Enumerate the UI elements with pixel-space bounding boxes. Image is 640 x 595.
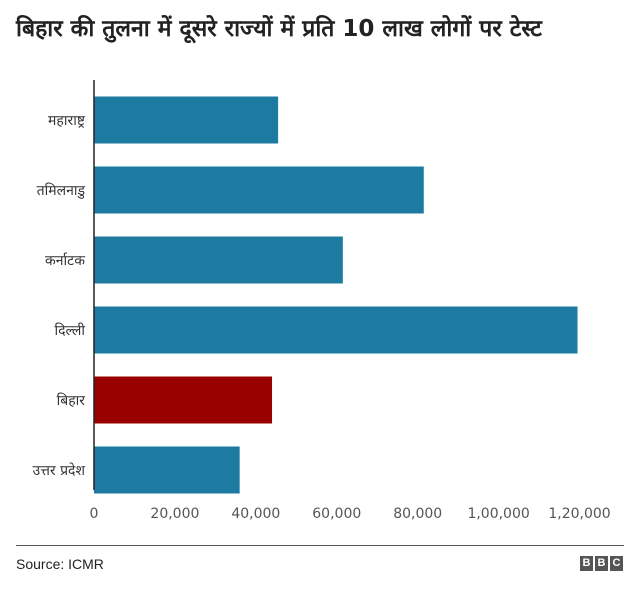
x-tick-label: 60,000	[312, 506, 361, 522]
footer-divider	[16, 545, 624, 546]
bar	[94, 306, 578, 354]
x-tick-label: 20,000	[150, 506, 199, 522]
x-tick-label: 1,00,000	[467, 506, 529, 522]
x-tick-label: 0	[90, 506, 99, 522]
logo-letter: C	[610, 556, 623, 571]
category-label: कर्नाटक	[45, 252, 85, 269]
bar	[94, 166, 424, 214]
bar	[94, 446, 240, 494]
bar	[94, 236, 343, 284]
category-label: बिहार	[57, 392, 86, 409]
category-label: महाराष्ट्र	[48, 113, 86, 129]
category-label: उत्तर प्रदेश	[33, 462, 86, 479]
chart-title: बिहार की तुलना में दूसरे राज्यों में प्र…	[16, 16, 542, 42]
x-tick-label: 40,000	[231, 506, 280, 522]
source-note: Source: ICMR	[16, 556, 104, 572]
logo-letter: B	[580, 556, 593, 571]
bbc-logo: B B C	[580, 556, 623, 571]
category-label: दिल्ली	[55, 322, 86, 339]
bar	[94, 376, 273, 424]
x-tick-label: 1,20,000	[548, 506, 610, 522]
category-label: तमिलनाडु	[37, 182, 86, 199]
logo-letter: B	[595, 556, 608, 571]
x-tick-label: 80,000	[393, 506, 442, 522]
bar	[94, 96, 279, 144]
